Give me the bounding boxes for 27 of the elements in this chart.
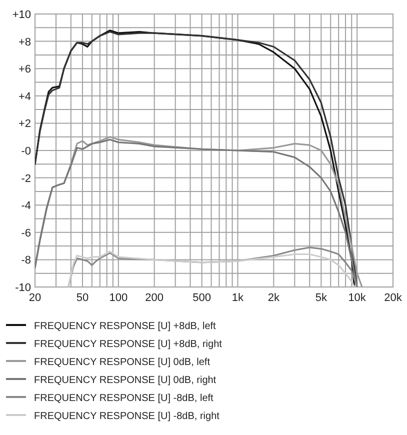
y-tick-label: -4 bbox=[21, 200, 31, 212]
y-tick-label: +8 bbox=[18, 36, 31, 48]
y-tick-label: +4 bbox=[18, 90, 31, 103]
y-tick-label: -10 bbox=[15, 282, 31, 294]
y-tick-label: +2 bbox=[18, 118, 31, 130]
x-tick-label: 2k bbox=[268, 292, 280, 304]
x-tick-label: 500 bbox=[192, 292, 211, 304]
legend-label: FREQUENCY RESPONSE [U] -8dB, right bbox=[34, 411, 220, 422]
x-tick-label: 50 bbox=[76, 292, 89, 304]
y-tick-label: +6 bbox=[18, 64, 31, 76]
x-tick-label: 1k bbox=[232, 292, 244, 304]
x-tick-label: 20k bbox=[384, 292, 402, 304]
legend-label: FREQUENCY RESPONSE [U] -8dB, left bbox=[34, 393, 214, 404]
legend-label: FREQUENCY RESPONSE [U] +8dB, left bbox=[34, 321, 216, 332]
y-tick-label: -0 bbox=[21, 146, 31, 158]
x-tick-label: 20 bbox=[28, 292, 42, 304]
x-tick-label: 200 bbox=[145, 292, 164, 304]
legend-label: FREQUENCY RESPONSE [U] +8dB, right bbox=[34, 339, 222, 350]
legend-label: FREQUENCY RESPONSE [U] 0dB, left bbox=[34, 357, 210, 368]
y-tick-label: -6 bbox=[21, 227, 31, 240]
y-tick-label: -8 bbox=[21, 254, 31, 267]
x-tick-label: 10k bbox=[348, 292, 366, 304]
x-tick-label: 100 bbox=[109, 292, 128, 304]
y-tick-label: -2 bbox=[21, 172, 31, 185]
y-tick-label: +10 bbox=[12, 9, 31, 21]
legend-label: FREQUENCY RESPONSE [U] 0dB, right bbox=[34, 375, 216, 386]
x-tick-label: 5k bbox=[315, 292, 328, 304]
